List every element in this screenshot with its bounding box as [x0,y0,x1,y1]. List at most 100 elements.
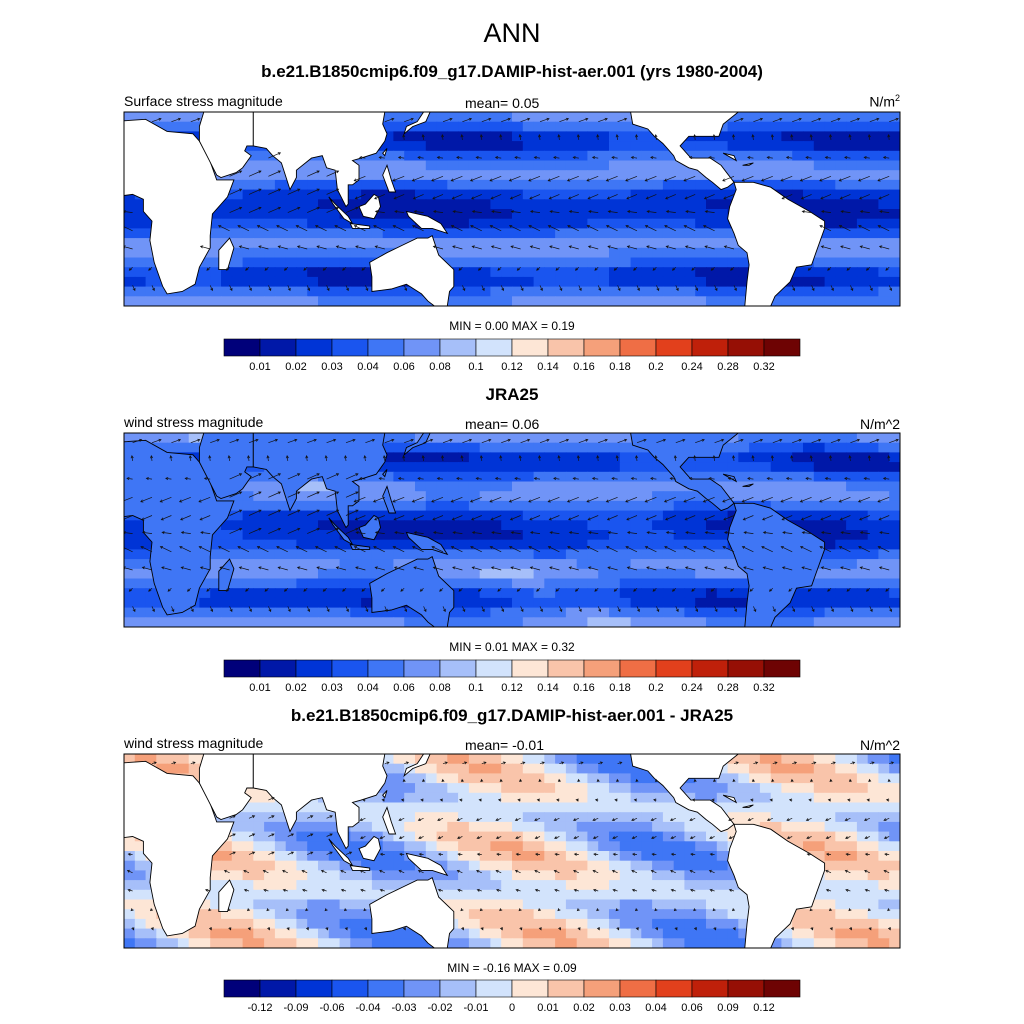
field-cell [296,578,308,589]
field-cell [856,783,869,794]
field-cell [856,754,869,765]
field-cell [781,821,793,833]
field-cell [296,841,308,852]
field-cell [781,189,793,200]
wind-vector [882,476,890,481]
field-cell [447,559,459,570]
colorbar-swatch [691,338,729,357]
field-cell [134,530,147,541]
wind-vector [645,515,657,521]
field-cell [716,471,729,483]
field-cell [867,160,880,171]
field-cell [813,257,826,268]
field-cell [468,909,481,920]
field-cell [641,170,653,181]
field-cell [652,510,664,521]
wind-vector [751,455,755,461]
field-cell [544,899,556,910]
colorbar-tick-label: 0.2 [648,361,663,373]
field-cell [619,812,632,823]
field-cell [501,821,513,833]
field-cell [533,462,545,473]
field-cell [587,889,599,901]
wind-vector [441,455,445,461]
field-cell [479,179,492,191]
colorbar-tick-label: 0.28 [717,682,738,694]
field-cell [231,860,244,871]
field-cell [555,851,567,862]
field-cell [835,112,847,123]
wind-vector [850,285,854,292]
field-cell [318,510,330,521]
field-cell [512,520,524,531]
field-cell [134,909,147,920]
field-cell [512,783,524,794]
field-cell [501,918,513,930]
field-cell [522,889,535,901]
wind-vector [508,496,521,503]
field-cell [490,909,502,920]
field-cell [576,918,589,930]
field-cell [134,433,147,444]
wind-vector [727,476,735,481]
wind-vector [471,210,482,214]
field-cell [706,851,718,862]
field-cell [824,773,836,784]
field-cell [813,179,826,191]
field-cell [361,179,373,191]
field-cell [501,831,513,842]
field-cell [264,549,276,560]
field-cell [565,617,578,627]
field-cell [425,821,438,833]
field-cell [770,471,783,483]
wind-vector [442,438,453,444]
wind-vector [665,566,676,571]
field-cell [684,899,696,910]
wind-vector [344,455,348,461]
field-cell [878,286,890,297]
field-cell [264,276,276,288]
wind-vector [559,117,570,123]
field-cell [404,802,416,813]
field-cell [684,909,696,920]
wind-vector [452,566,463,571]
coastline [403,112,431,136]
field-cell [221,286,233,297]
field-cell [889,909,900,920]
field-cell [242,296,254,306]
field-cell [522,909,535,920]
field-cell [318,530,330,541]
wind-vector [475,476,482,481]
field-cell [242,481,254,492]
field-cell [662,802,675,813]
wind-vector [359,476,366,481]
wind-vector [345,473,359,480]
field-cell [415,160,427,171]
panel-2-min-max: MIN = 0.01 MAX = 0.32 [449,640,575,654]
field-cell [641,286,653,297]
wind-vector [190,606,194,613]
wind-vector [161,531,172,535]
wind-vector [510,566,521,571]
field-cell [781,607,793,618]
wind-vector [749,587,754,592]
field-cell [641,880,653,891]
field-cell [609,754,621,765]
field-cell [425,783,438,794]
field-cell [328,568,341,580]
wind-vector [859,531,870,535]
field-cell [673,160,686,171]
field-cell [522,510,535,521]
field-cell [328,510,341,521]
field-cell [856,462,869,473]
field-cell [641,588,653,599]
wind-vector [586,546,599,553]
field-cell [598,481,610,492]
field-cell [555,763,567,774]
field-cell [803,510,815,521]
field-cell [210,880,222,891]
field-cell [867,433,880,444]
wind-vector [792,117,802,123]
field-cell [813,150,826,162]
field-cell [630,821,642,833]
